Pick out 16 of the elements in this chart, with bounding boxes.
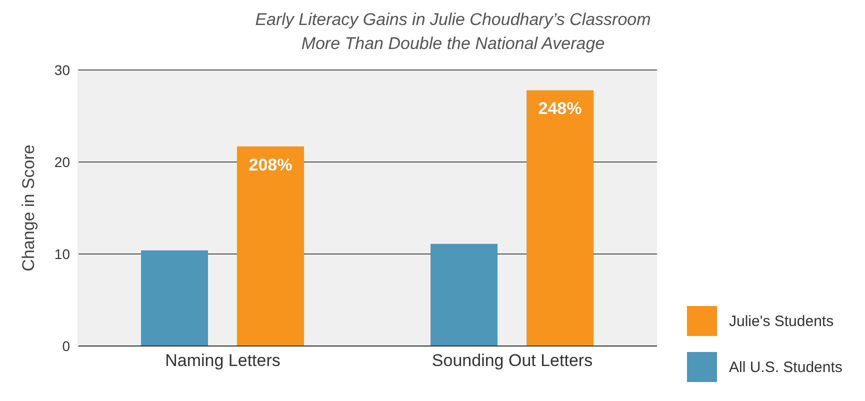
y-tick-label: 0 bbox=[62, 338, 70, 354]
chart-title: Early Literacy Gains in Julie Choudhary’s Classroom More Than Double the National Average bbox=[254, 9, 652, 55]
y-tick-label: 30 bbox=[54, 62, 70, 78]
annotation: 208% bbox=[248, 155, 292, 174]
bar bbox=[141, 250, 208, 346]
y-tick-label: 20 bbox=[54, 154, 70, 170]
x-tick-label: Naming Letters bbox=[165, 351, 280, 370]
bar bbox=[526, 90, 594, 346]
y-axis-title: Change in Score bbox=[19, 144, 38, 272]
legend-label: Julie's Students bbox=[729, 312, 834, 330]
bar bbox=[237, 146, 304, 346]
annotation: 248% bbox=[538, 99, 582, 118]
legend-label: All U.S. Students bbox=[729, 358, 842, 376]
bar bbox=[430, 244, 498, 346]
x-tick-label: Sounding Out Letters bbox=[432, 351, 593, 370]
y-tick-label: 10 bbox=[54, 246, 70, 262]
